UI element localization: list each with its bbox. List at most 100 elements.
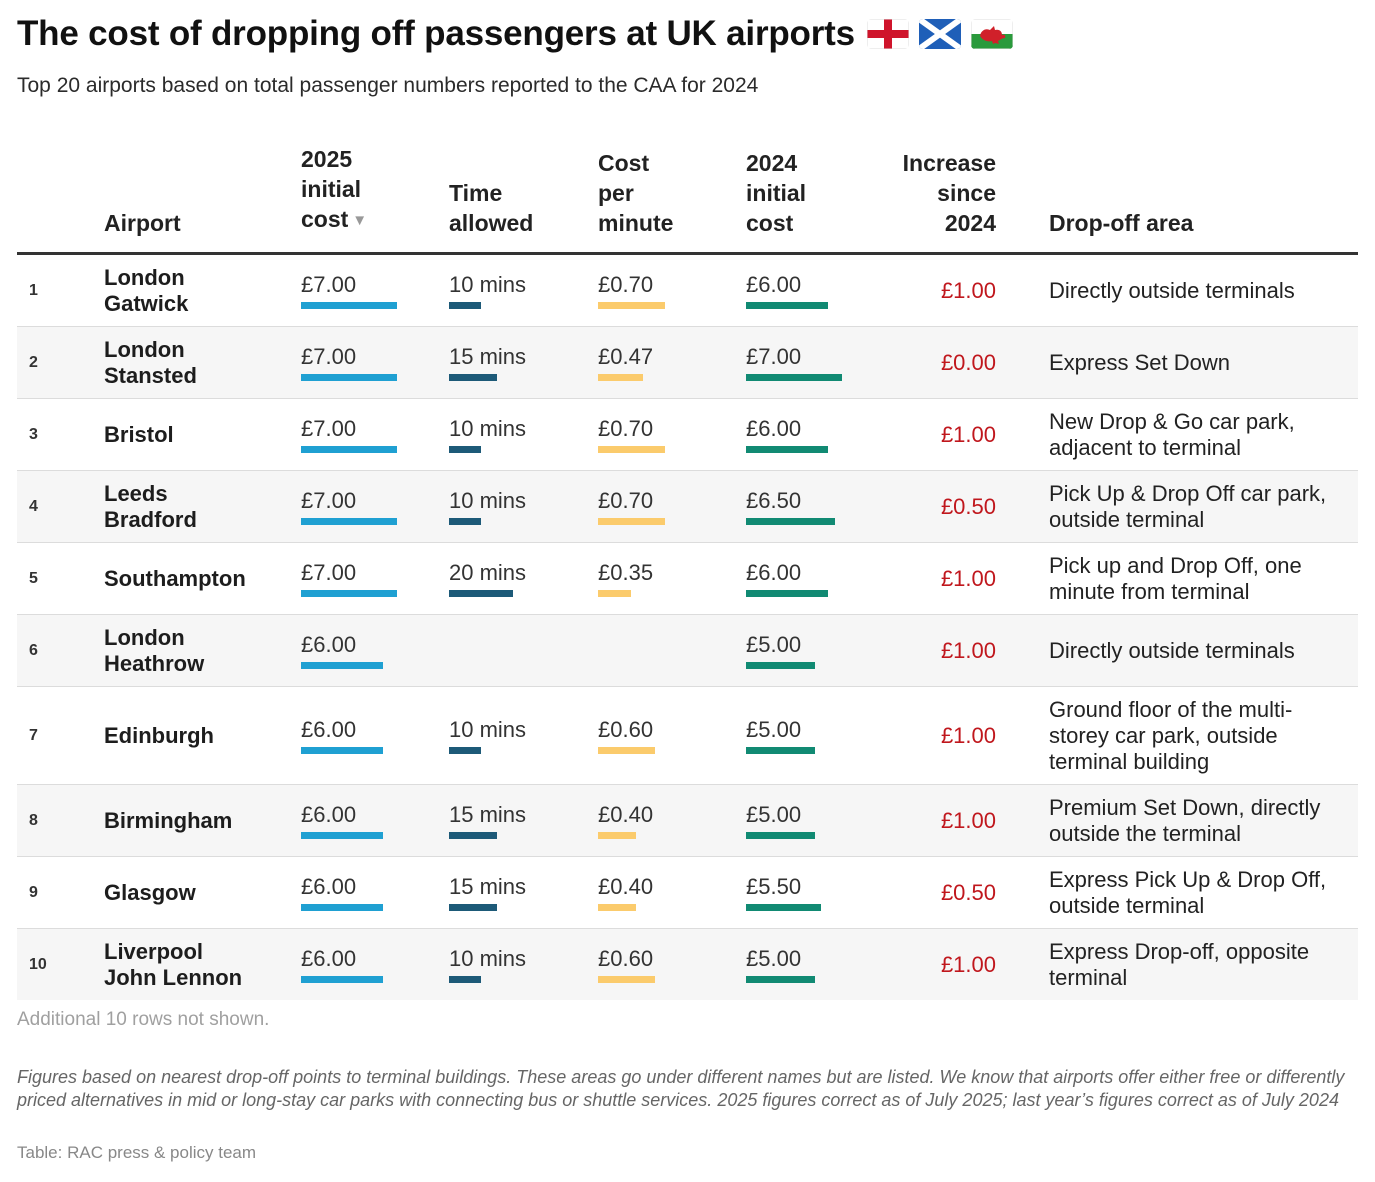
cost-2024-bar — [746, 661, 815, 669]
rank-number: 5 — [29, 569, 38, 587]
cost-per-minute-bar — [598, 589, 631, 597]
time-allowed-value: 15 mins — [449, 801, 527, 827]
cost-2025-bar — [301, 373, 397, 381]
header-2025-line3: cost — [301, 206, 349, 232]
header-time-line1: Time — [449, 180, 503, 206]
dropoff-line: Directly outside terminals — [1049, 637, 1295, 663]
cost-2025-bar — [301, 975, 383, 983]
rank-number: 1 — [29, 281, 38, 299]
more-rows-note[interactable]: Additional 10 rows not shown. — [17, 1009, 270, 1030]
time-allowed: 15 mins — [449, 801, 527, 839]
dropoff-line: terminal building — [1049, 748, 1210, 774]
cost-per-minute-value: £0.70 — [598, 271, 654, 297]
cost-2024-value: £6.00 — [746, 559, 802, 585]
time-allowed-value: 10 mins — [449, 487, 527, 513]
cost-2025: £7.00 — [301, 416, 397, 453]
dropoff-line: Pick up and Drop Off, one — [1049, 552, 1302, 578]
increase-value: £1.00 — [940, 277, 996, 303]
rank-number: 7 — [29, 726, 38, 744]
title-text: The cost of dropping off passengers at U… — [17, 14, 855, 53]
cost-2024-value: £5.00 — [746, 801, 802, 827]
cost-2024-value: £5.50 — [746, 873, 802, 899]
cost-per-minute-bar — [598, 975, 655, 983]
header-cost-per-minute[interactable]: Cost per minute — [598, 148, 673, 238]
cost-per-minute-value: £0.35 — [598, 559, 654, 585]
header-cpm-line1: Cost — [598, 150, 650, 176]
header-time[interactable]: Time allowed — [449, 178, 533, 238]
airport-name-line: Edinburgh — [104, 722, 214, 748]
rank-number: 6 — [29, 641, 38, 659]
cost-2024-bar — [746, 301, 828, 309]
dropoff-area: New Drop & Go car park, adjacent to termi… — [1049, 409, 1349, 461]
time-allowed-bar — [449, 373, 497, 381]
header-2024-line3: cost — [746, 210, 794, 236]
cost-2025-bar — [301, 517, 397, 525]
rank-number: 9 — [29, 883, 38, 901]
header-increase[interactable]: Increase since 2024 — [903, 148, 996, 238]
cost-2025-value: £6.00 — [301, 873, 357, 899]
dropoff-line: outside terminal — [1049, 506, 1205, 532]
airport-name: Glasgow — [104, 880, 284, 906]
cost-2025: £6.00 — [301, 873, 383, 911]
airport-name: London Gatwick — [104, 265, 284, 317]
header-time-line2: allowed — [449, 210, 534, 236]
dropoff-area: Pick up and Drop Off, one minute from ter… — [1049, 553, 1349, 605]
table-row: 9 Glasgow £6.00 15 mins £0.40 £5.50 £0.50 Expre… — [17, 857, 1358, 929]
dropoff-line: outside the terminal — [1049, 820, 1241, 846]
increase-value: £0.50 — [940, 493, 996, 519]
header-2024-cost[interactable]: 2024 initial cost — [746, 148, 806, 238]
header-dropoff[interactable]: Drop-off area — [1049, 210, 1194, 236]
time-allowed-value: 10 mins — [449, 415, 527, 441]
cost-per-minute-value: £0.40 — [598, 801, 654, 827]
time-allowed-bar — [449, 517, 481, 525]
increase-value: £1.00 — [940, 421, 996, 447]
dropoff-line: Ground floor of the multi- — [1049, 696, 1293, 722]
england-flag-icon — [866, 19, 909, 49]
table-row: 4 Leeds Bradford £7.00 10 mins £0.70 £6.50 £0.5… — [17, 471, 1358, 543]
dropoff-line: Express Set Down — [1049, 349, 1230, 375]
table-row: 10 Liverpool John Lennon £6.00 10 mins £0.60 £… — [17, 929, 1358, 1000]
cost-2025-bar — [301, 831, 383, 839]
header-2025-line2: initial — [301, 176, 362, 202]
dropoff-area: Express Set Down — [1049, 350, 1349, 376]
increase-value: £0.00 — [940, 349, 996, 375]
cost-2025-bar — [301, 301, 397, 309]
dropoff-line: minute from terminal — [1049, 578, 1250, 604]
airport-name: Southampton — [104, 566, 284, 592]
airport-name-line: Gatwick — [104, 290, 189, 316]
time-allowed: 20 mins — [449, 560, 526, 597]
header-inc-line3: 2024 — [944, 210, 996, 236]
airport-name-line: Liverpool — [104, 938, 204, 964]
dropoff-line: outside terminal — [1049, 892, 1205, 918]
airport-name: London Heathrow — [104, 625, 284, 677]
sort-descending-icon[interactable]: ▼ — [352, 212, 368, 229]
cost-2025: £7.00 — [301, 344, 397, 381]
cost-2025-bar — [301, 746, 383, 754]
time-allowed-value: 10 mins — [449, 716, 527, 742]
airport-name: London Stansted — [104, 337, 284, 389]
cost-per-minute: £0.70 — [598, 416, 665, 453]
airport-name-line: Glasgow — [104, 879, 196, 905]
airport-name-line: Stansted — [104, 362, 197, 388]
header-airport[interactable]: Airport — [104, 210, 181, 236]
cost-2025-bar — [301, 589, 397, 597]
cost-2025: £7.00 — [301, 560, 397, 597]
source-credit: Table: RAC press & policy team — [17, 1143, 257, 1162]
cost-per-minute: £0.70 — [598, 487, 665, 525]
cost-2024-bar — [746, 373, 842, 381]
time-allowed: 10 mins — [449, 487, 527, 525]
time-allowed: 15 mins — [449, 874, 526, 911]
rank-number: 10 — [29, 955, 47, 973]
cost-2024: £6.50 — [746, 488, 835, 525]
table-row: 2 London Stansted £7.00 15 mins £0.47 £7.00 £0.… — [17, 327, 1358, 399]
time-allowed-bar — [449, 301, 481, 309]
dropoff-line: New Drop & Go car park, — [1049, 408, 1295, 434]
cost-per-minute-bar — [598, 903, 636, 911]
cost-2024: £6.00 — [746, 416, 828, 453]
airport-name-line: London — [104, 624, 185, 650]
header-2025-cost[interactable]: 2025 initial cost ▼ — [301, 144, 367, 238]
cost-2024: £5.00 — [746, 946, 815, 983]
cost-2024-bar — [746, 445, 828, 453]
table-row: 7 Edinburgh £6.00 10 mins £0.60 £5.00 £1.00 Gro… — [17, 687, 1358, 785]
cost-per-minute-value: £0.70 — [598, 487, 654, 513]
